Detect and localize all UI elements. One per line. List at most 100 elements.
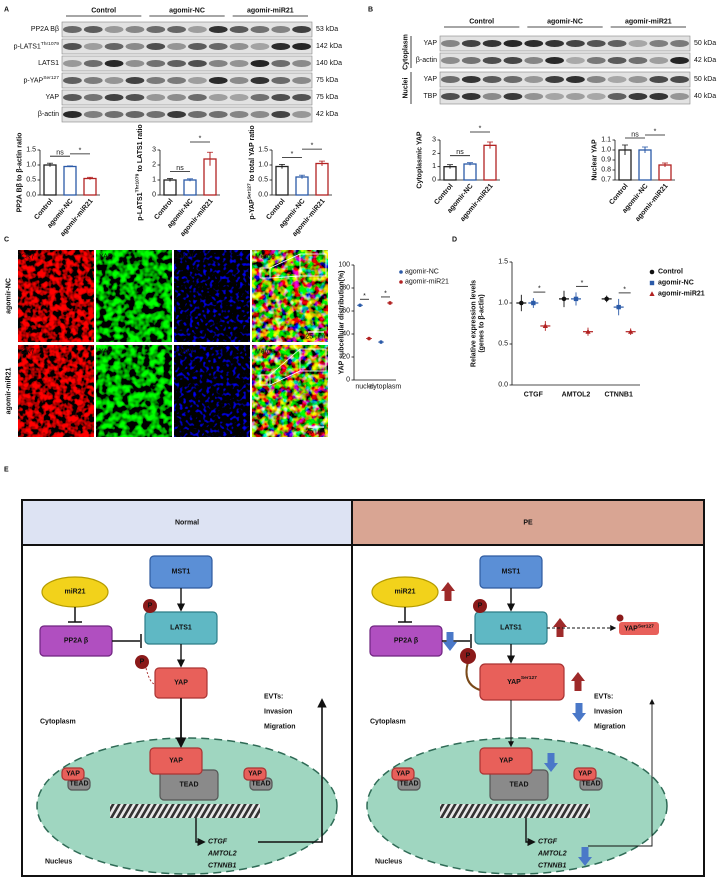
blot-label: PP2A Bβ bbox=[31, 26, 59, 33]
blot-band bbox=[63, 111, 82, 118]
blot-band bbox=[104, 94, 124, 101]
blot-label: p-LATS1Thr1079 bbox=[14, 41, 60, 51]
zoom-link bbox=[269, 348, 301, 376]
blot-band bbox=[229, 26, 249, 33]
blot-band bbox=[146, 77, 166, 84]
y-tick-label: 0.9 bbox=[601, 157, 611, 164]
blot-band bbox=[208, 43, 228, 50]
small-yap-label: YAP bbox=[248, 771, 262, 778]
y-tick-label: 1.0 bbox=[498, 300, 508, 307]
blot-size: 53 kDa bbox=[316, 26, 338, 33]
blot-band bbox=[188, 77, 207, 84]
sig-label: ns bbox=[56, 150, 64, 157]
blot-size: 142 kDa bbox=[316, 43, 342, 50]
y-tick-label: 0.5 bbox=[498, 341, 508, 348]
micrograph bbox=[96, 345, 172, 437]
blot-band bbox=[63, 60, 82, 67]
blot-band bbox=[167, 26, 186, 33]
y-tick-label: 0.0 bbox=[26, 192, 36, 199]
blot-band bbox=[188, 94, 207, 101]
bar bbox=[275, 165, 289, 196]
blot-band bbox=[83, 26, 103, 33]
blot-band bbox=[628, 57, 648, 64]
decrease-arrow bbox=[572, 703, 586, 722]
blot-band bbox=[229, 94, 249, 101]
blot-band bbox=[271, 111, 291, 118]
x-tick-label: cytoplasm bbox=[370, 384, 402, 391]
phospho bbox=[135, 655, 149, 669]
blot-band bbox=[292, 77, 311, 84]
blot-band bbox=[524, 76, 544, 83]
blot-band bbox=[607, 57, 627, 64]
group-label: Control bbox=[91, 8, 116, 15]
blot-band bbox=[271, 60, 291, 67]
micrograph bbox=[174, 345, 250, 437]
row-label: agomir-miR21 bbox=[6, 368, 13, 415]
y-tick-label: 1.1 bbox=[601, 137, 611, 144]
y-axis-label: Cytoplasmic YAP bbox=[417, 131, 424, 189]
blot-band bbox=[503, 76, 523, 83]
mir21-label: miR21 bbox=[64, 589, 85, 596]
blot-band bbox=[545, 40, 564, 47]
mir21-label: miR21 bbox=[394, 589, 415, 596]
blot-band bbox=[104, 77, 124, 84]
sig-label: ns bbox=[631, 132, 639, 139]
mst1-label: MST1 bbox=[502, 569, 521, 576]
blot-band bbox=[250, 26, 270, 33]
legend-label: agomir-miR21 bbox=[658, 291, 705, 298]
blot-band bbox=[104, 60, 124, 67]
y-axis-label-main: p-LATS1 bbox=[137, 192, 144, 220]
y-axis-label-sup: Ser127 bbox=[246, 183, 252, 199]
blot-band bbox=[104, 43, 124, 50]
mst1-label: MST1 bbox=[172, 569, 191, 576]
legend-marker bbox=[649, 291, 655, 296]
micrograph bbox=[18, 250, 94, 342]
bar bbox=[483, 144, 497, 181]
blot-strip bbox=[439, 52, 691, 69]
normal-header bbox=[23, 501, 352, 545]
blot-band bbox=[188, 111, 207, 118]
blot-band bbox=[461, 57, 481, 64]
blot-label: YAP bbox=[424, 40, 438, 47]
group-label: agomir-NC bbox=[547, 19, 583, 26]
yap-ser127-small-label: YAPSer127 bbox=[624, 623, 654, 632]
decrease-arrow bbox=[578, 847, 592, 866]
y-axis-label: YAP subcellular distribution(%) bbox=[339, 271, 346, 375]
x-tick-label: nuclei bbox=[355, 384, 374, 391]
blot-label: LATS1 bbox=[38, 60, 59, 67]
blot-strip bbox=[61, 21, 313, 38]
blot-band bbox=[83, 111, 103, 118]
blot-band bbox=[167, 111, 186, 118]
blot-band bbox=[208, 111, 228, 118]
blot-size: 140 kDa bbox=[316, 60, 342, 67]
sig-label: * bbox=[623, 286, 626, 293]
y-axis-label: p-YAPSer127 to total YAP ratio bbox=[246, 125, 256, 219]
blot-band bbox=[292, 94, 311, 101]
compartment-label: Cytoplasm bbox=[403, 34, 410, 70]
zoom-link bbox=[269, 275, 301, 279]
phospho bbox=[473, 599, 487, 613]
blot-band bbox=[566, 76, 585, 83]
sig-label: * bbox=[479, 126, 482, 133]
header-title: PE bbox=[523, 520, 533, 527]
increase-arrow bbox=[571, 672, 585, 691]
blot-label-main: p-LATS1 bbox=[14, 43, 41, 50]
blot-band bbox=[503, 40, 523, 47]
blot-band bbox=[63, 26, 82, 33]
blot-band bbox=[146, 60, 166, 67]
blot-label: β-actin bbox=[416, 57, 437, 64]
blot-strip bbox=[61, 72, 313, 89]
y-tick-label: 100 bbox=[338, 262, 350, 269]
y-tick-label: 0.0 bbox=[258, 192, 268, 199]
micrograph bbox=[252, 345, 328, 437]
phospho-small bbox=[616, 614, 624, 622]
cytoplasm-label: Cytoplasm bbox=[40, 719, 76, 726]
blot-band bbox=[586, 57, 606, 64]
small-yap-label: YAP bbox=[578, 771, 592, 778]
blot-band bbox=[250, 43, 270, 50]
channel-label: DAPI bbox=[177, 349, 193, 356]
scale-label: 25 μm bbox=[305, 334, 325, 341]
blot-strip bbox=[61, 89, 313, 106]
blot-band bbox=[250, 111, 270, 118]
micrograph bbox=[18, 345, 94, 437]
